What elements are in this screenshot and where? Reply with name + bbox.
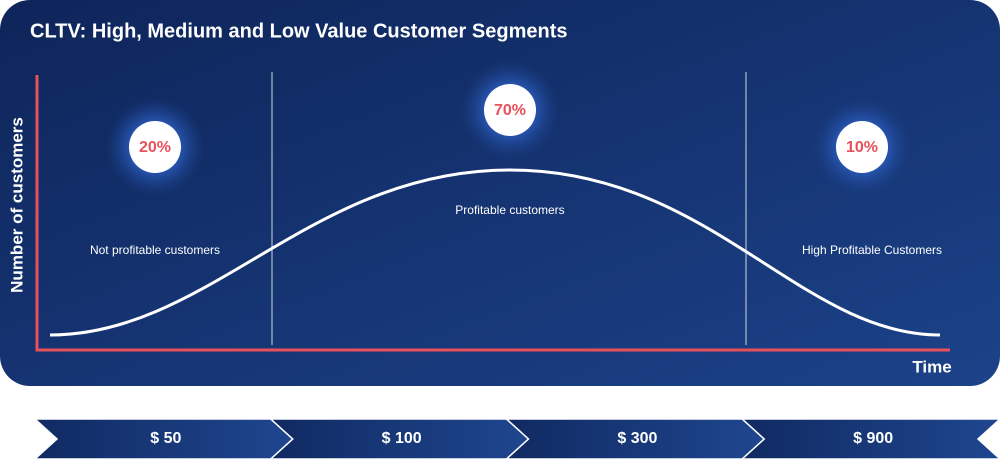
segment-label: High Profitable Customers bbox=[802, 243, 942, 257]
badge bbox=[836, 121, 888, 173]
x-axis-label: Time bbox=[912, 357, 951, 376]
badge bbox=[484, 84, 536, 136]
segment: 70% Profitable customers bbox=[455, 60, 565, 217]
badge bbox=[129, 121, 181, 173]
step-label: $ 900 bbox=[853, 430, 893, 447]
percent: 20% bbox=[139, 139, 171, 156]
card bbox=[0, 0, 1000, 386]
step-arrow bbox=[740, 418, 1000, 460]
axes bbox=[35, 75, 950, 352]
segment-label: Profitable customers bbox=[455, 203, 564, 217]
bell-curve bbox=[49, 168, 941, 337]
segment: 20% Not profitable customers bbox=[90, 97, 220, 257]
step-label: $ 100 bbox=[382, 430, 422, 447]
percent: 70% bbox=[494, 102, 526, 119]
value-steps: $ 50 $ 100 $ 300 $ 900 bbox=[33, 418, 1000, 460]
step-label: $ 300 bbox=[617, 430, 657, 447]
step-label: $ 50 bbox=[150, 430, 181, 447]
segment-label: Not profitable customers bbox=[90, 243, 220, 257]
percent: 10% bbox=[846, 139, 878, 156]
title: CLTV: High, Medium and Low Value Custome… bbox=[30, 20, 567, 42]
segment: 10% High Profitable Customers bbox=[802, 97, 942, 257]
y-axis-label: Number of customers bbox=[7, 117, 26, 293]
